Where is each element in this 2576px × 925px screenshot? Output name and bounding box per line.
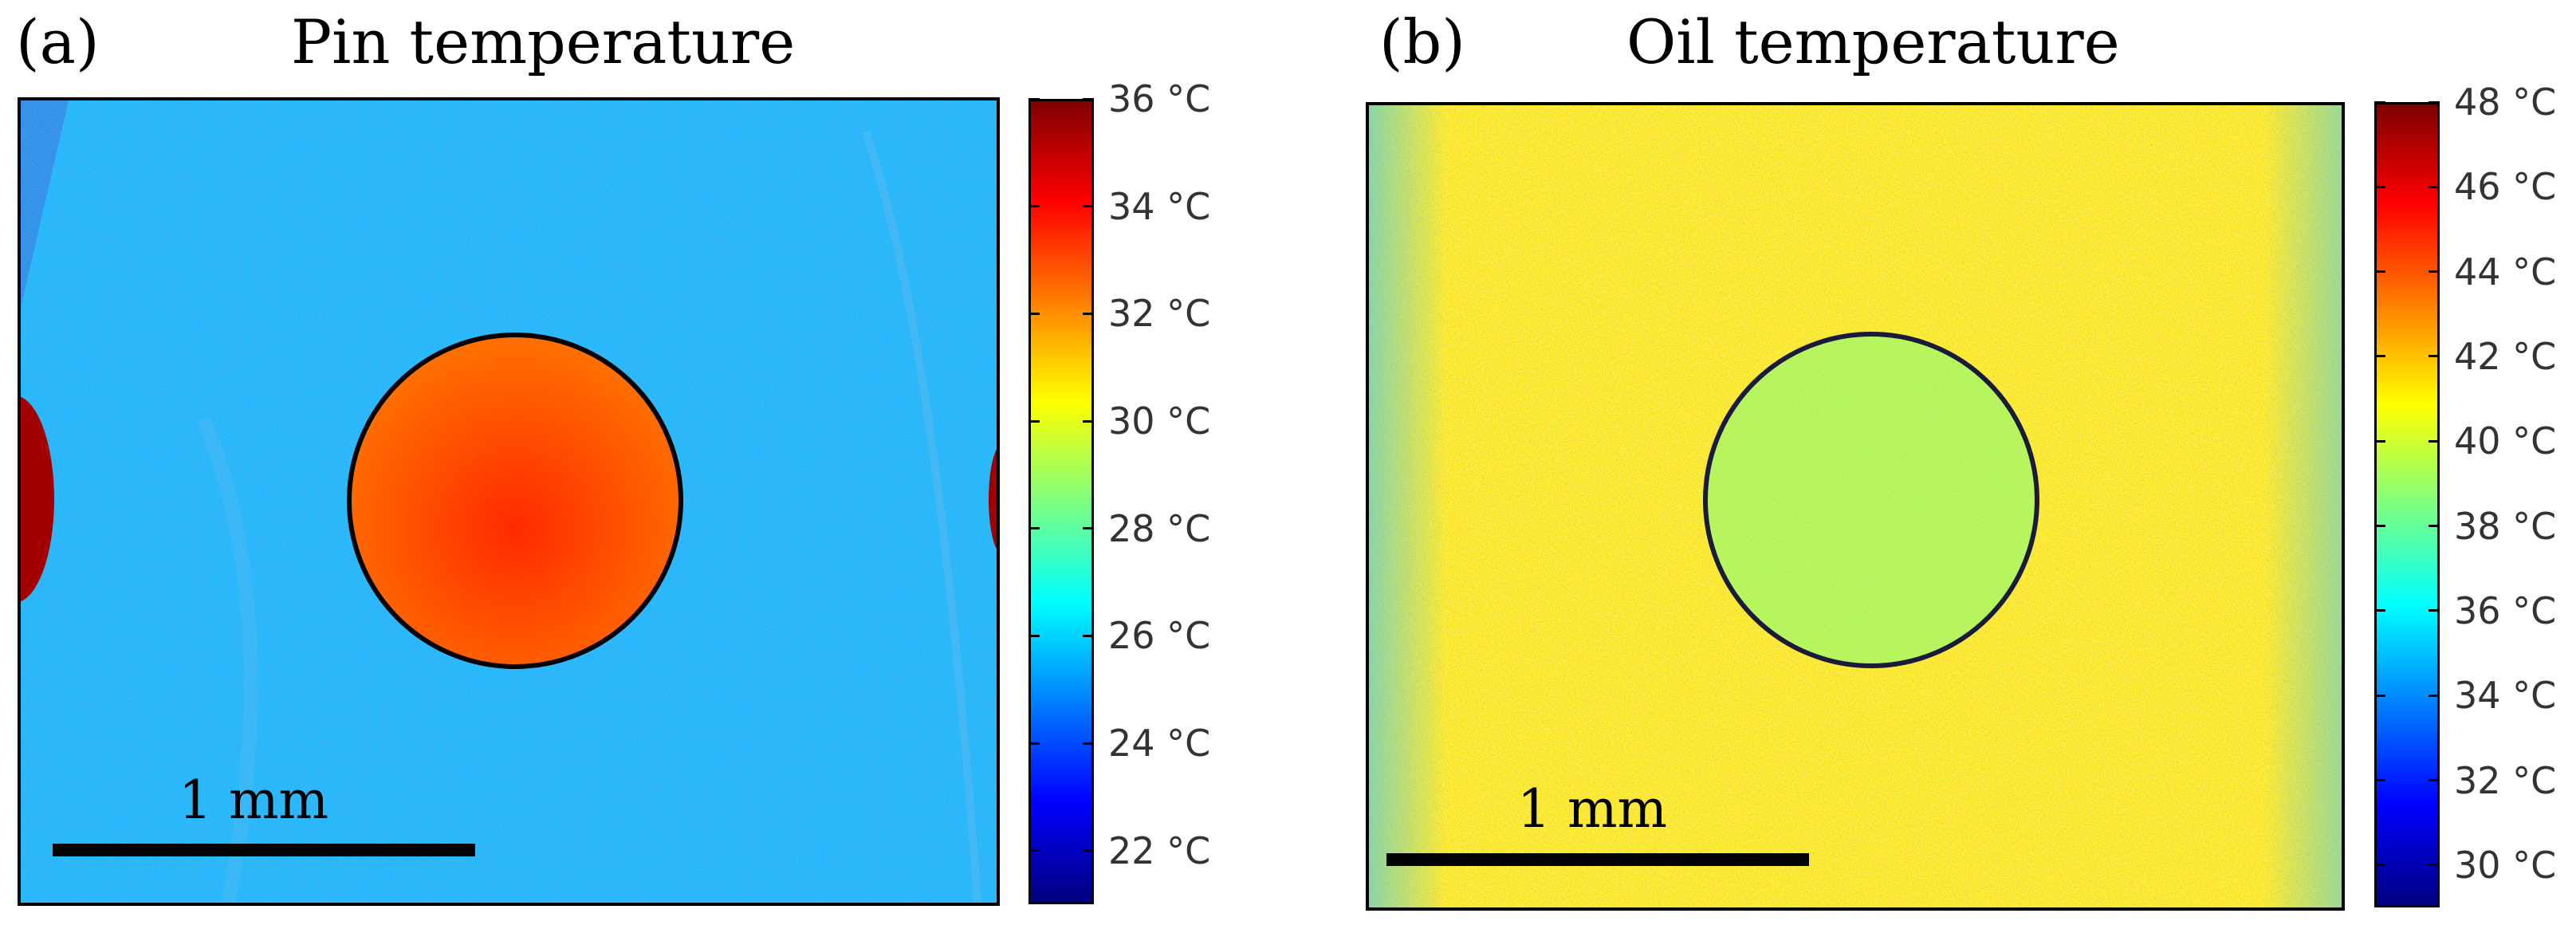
colorbar-tick-label: 30 °C	[1108, 400, 1211, 443]
oil-temperature-heatmap-svg	[1369, 105, 2342, 907]
panel-a: (a) Pin temperature 1 m	[16, 6, 1211, 906]
colorbar-tick-mark	[2374, 525, 2385, 528]
left-edge-hot-spot	[21, 396, 54, 602]
colorbar-tick-mark	[2374, 185, 2385, 188]
colorbar-tick-label: 46 °C	[2454, 165, 2557, 209]
oil-temperature-map: 1 mm	[1366, 102, 2345, 911]
panel-a-label: (a)	[16, 6, 100, 77]
colorbar-tick-mark	[1083, 527, 1094, 530]
panel-b: (b) Oil temperature	[1355, 0, 2576, 925]
colorbar-tick-label: 30 °C	[2454, 843, 2557, 887]
colorbar-tick-mark	[1028, 527, 1040, 530]
oil-circle-outline	[1703, 332, 2039, 668]
colorbar-tick-label: 24 °C	[1108, 722, 1211, 765]
colorbar-tick-mark	[1028, 634, 1040, 637]
colorbar-tick-label: 32 °C	[2454, 758, 2557, 802]
right-edge-hot-spot	[989, 449, 997, 549]
colorbar-tick-label: 44 °C	[2454, 250, 2557, 293]
colorbar-tick-mark	[2429, 185, 2440, 188]
pin-temperature-heatmap-svg	[21, 100, 997, 903]
panel-b-label: (b)	[1379, 6, 1465, 77]
colorbar-tick-mark	[2429, 864, 2440, 867]
panel-a-title: Pin temperature	[291, 6, 796, 77]
colorbar-tick-label: 36 °C	[2454, 588, 2557, 632]
colorbar-tick-label: 40 °C	[2454, 419, 2557, 463]
colorbar-tick-label: 38 °C	[2454, 504, 2557, 548]
scale-bar-label-a: 1 mm	[179, 770, 329, 831]
colorbar-tick-label: 26 °C	[1108, 614, 1211, 658]
colorbar-tick-mark	[2374, 270, 2385, 274]
colorbar-tick-mark	[1083, 849, 1094, 852]
scale-bar-label-b: 1 mm	[1517, 778, 1668, 840]
colorbar-tick-mark	[1028, 742, 1040, 745]
colorbar-tick-mark	[2374, 439, 2385, 443]
colorbar-a	[1028, 99, 1094, 904]
colorbar-tick-label: 42 °C	[2454, 334, 2557, 378]
colorbar-tick-mark	[2374, 100, 2385, 104]
colorbar-tick-label: 22 °C	[1108, 829, 1211, 872]
colorbar-tick-label: 36 °C	[1108, 77, 1211, 120]
colorbar-tick-label: 28 °C	[1108, 506, 1211, 550]
colorbar-tick-mark	[1083, 634, 1094, 637]
colorbar-tick-mark	[2429, 525, 2440, 528]
colorbar-tick-mark	[2374, 779, 2385, 782]
pin-circle-fill	[349, 335, 681, 667]
colorbar-tick-mark	[2429, 609, 2440, 612]
scale-bar-b	[1386, 853, 1809, 866]
colorbar-tick-mark	[2374, 355, 2385, 358]
colorbar-tick-label: 48 °C	[2454, 81, 2557, 124]
colorbar-tick-mark	[1083, 312, 1094, 315]
colorbar-tick-mark	[1083, 97, 1094, 100]
colorbar-tick-mark	[1028, 849, 1040, 852]
scale-bar-a	[53, 844, 475, 856]
oil-circle-fill	[1705, 334, 2037, 666]
colorbar-tick-mark	[2374, 609, 2385, 612]
colorbar-tick-mark	[2429, 355, 2440, 358]
colorbar-tick-mark	[1028, 97, 1040, 100]
colorbar-tick-mark	[2429, 270, 2440, 274]
colorbar-tick-mark	[1083, 742, 1094, 745]
colorbar-tick-mark	[2374, 694, 2385, 697]
colorbar-tick-mark	[1028, 419, 1040, 423]
colorbar-tick-mark	[2429, 100, 2440, 104]
panel-b-title: Oil temperature	[1626, 6, 2120, 77]
colorbar-tick-label: 34 °C	[2454, 674, 2557, 718]
colorbar-tick-label: 32 °C	[1108, 292, 1211, 336]
colorbar-tick-mark	[2429, 694, 2440, 697]
colorbar-tick-label: 34 °C	[1108, 184, 1211, 228]
colorbar-b	[2374, 102, 2440, 907]
colorbar-tick-mark	[2429, 439, 2440, 443]
pin-temperature-map: 1 mm	[18, 97, 1000, 906]
colorbar-tick-mark	[1083, 205, 1094, 208]
colorbar-tick-mark	[2374, 864, 2385, 867]
colorbar-tick-mark	[1028, 205, 1040, 208]
colorbar-tick-mark	[1028, 312, 1040, 315]
colorbar-tick-mark	[1083, 419, 1094, 423]
pin-circle-outline	[347, 333, 683, 669]
colorbar-tick-mark	[2429, 779, 2440, 782]
